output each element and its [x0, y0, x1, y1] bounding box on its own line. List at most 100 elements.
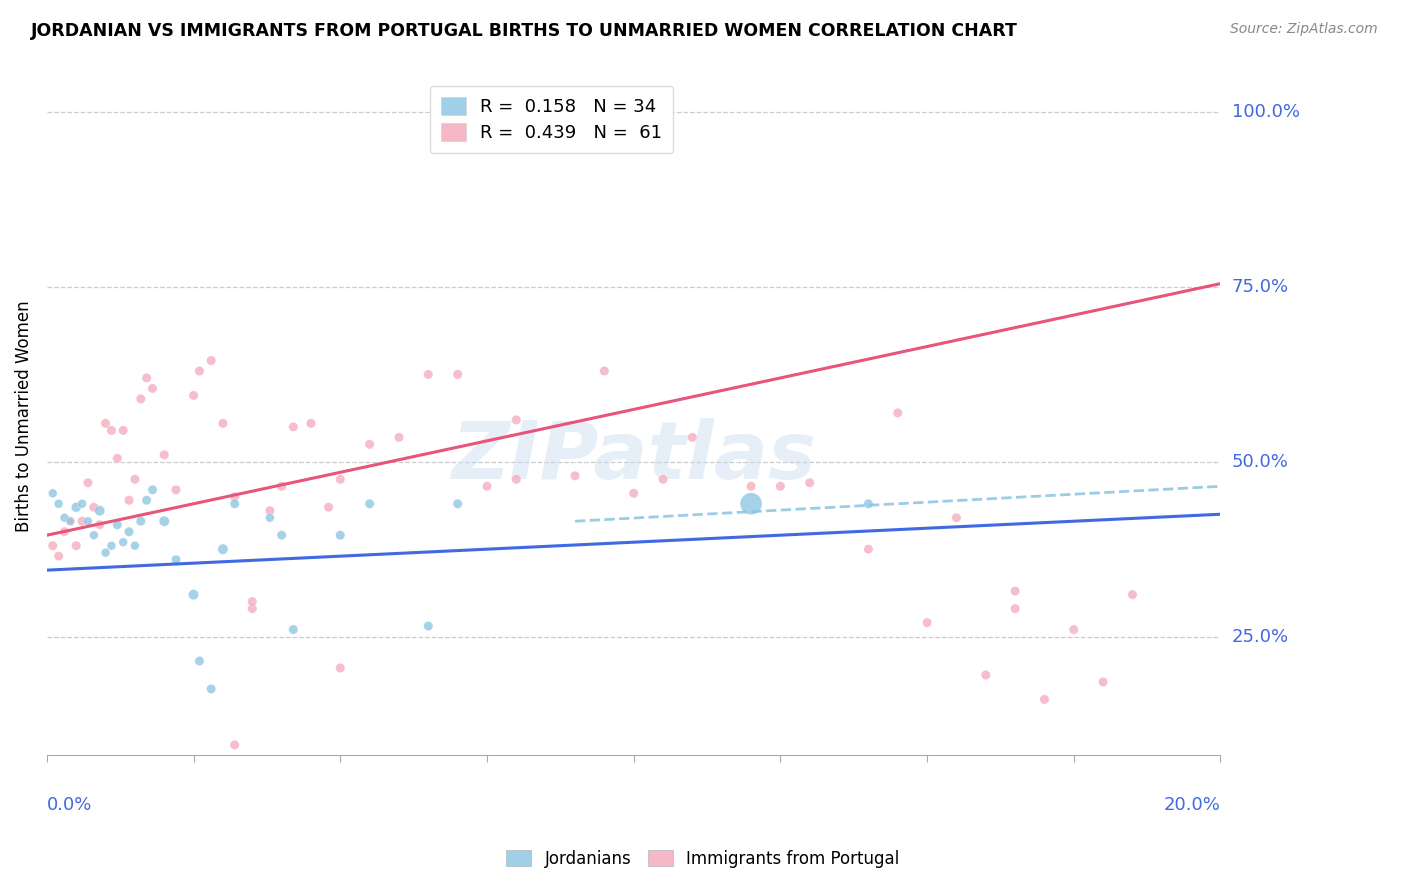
Point — [70, 514, 93, 528]
Point — [165, 483, 187, 497]
Text: JORDANIAN VS IMMIGRANTS FROM PORTUGAL BIRTHS TO UNMARRIED WOMEN CORRELATION CHAR: JORDANIAN VS IMMIGRANTS FROM PORTUGAL BI… — [31, 22, 1018, 40]
Point — [1004, 601, 1026, 615]
Point — [329, 661, 352, 675]
Point — [329, 472, 352, 486]
Point — [153, 514, 176, 528]
Point — [359, 497, 381, 511]
Point — [887, 406, 910, 420]
Point — [59, 514, 82, 528]
Point — [48, 549, 70, 564]
Point — [183, 588, 205, 602]
Point — [1004, 584, 1026, 599]
Legend: R =  0.158   N = 34, R =  0.439   N =  61: R = 0.158 N = 34, R = 0.439 N = 61 — [430, 87, 673, 153]
Point — [505, 472, 527, 486]
Point — [83, 500, 105, 515]
Point — [42, 539, 65, 553]
Text: 50.0%: 50.0% — [1232, 453, 1288, 471]
Point — [77, 514, 100, 528]
Point — [124, 539, 146, 553]
Point — [183, 388, 205, 402]
Point — [83, 528, 105, 542]
Point — [200, 681, 222, 696]
Point — [681, 430, 703, 444]
Point — [77, 475, 100, 490]
Point — [446, 368, 468, 382]
Point — [1063, 623, 1085, 637]
Point — [329, 528, 352, 542]
Point — [858, 542, 880, 557]
Point — [283, 420, 305, 434]
Text: 25.0%: 25.0% — [1232, 628, 1289, 646]
Point — [740, 479, 762, 493]
Legend: Jordanians, Immigrants from Portugal: Jordanians, Immigrants from Portugal — [499, 844, 907, 875]
Point — [188, 654, 211, 668]
Point — [59, 514, 82, 528]
Point — [270, 528, 292, 542]
Point — [359, 437, 381, 451]
Point — [259, 510, 281, 524]
Point — [100, 423, 122, 437]
Point — [446, 497, 468, 511]
Point — [224, 497, 246, 511]
Text: 100.0%: 100.0% — [1232, 103, 1299, 121]
Point — [240, 601, 263, 615]
Point — [259, 504, 281, 518]
Y-axis label: Births to Unmarried Women: Births to Unmarried Women — [15, 301, 32, 533]
Point — [89, 504, 111, 518]
Point — [769, 479, 792, 493]
Point — [270, 479, 292, 493]
Point — [212, 417, 235, 431]
Point — [388, 430, 411, 444]
Text: ZIPatlas: ZIPatlas — [451, 418, 817, 496]
Point — [318, 500, 340, 515]
Point — [283, 623, 305, 637]
Point — [224, 738, 246, 752]
Point — [1121, 588, 1143, 602]
Point — [65, 539, 87, 553]
Point — [593, 364, 616, 378]
Point — [224, 490, 246, 504]
Point — [124, 472, 146, 486]
Point — [112, 535, 135, 549]
Point — [188, 364, 211, 378]
Point — [1033, 692, 1056, 706]
Point — [200, 353, 222, 368]
Point — [135, 371, 157, 385]
Point — [418, 368, 440, 382]
Point — [48, 497, 70, 511]
Point — [94, 546, 117, 560]
Point — [129, 514, 152, 528]
Point — [129, 392, 152, 406]
Point — [740, 497, 762, 511]
Point — [112, 423, 135, 437]
Point — [915, 615, 938, 630]
Point — [623, 486, 645, 500]
Text: 0.0%: 0.0% — [46, 796, 93, 814]
Point — [89, 517, 111, 532]
Point — [100, 539, 122, 553]
Point — [70, 497, 93, 511]
Point — [65, 500, 87, 515]
Point — [94, 417, 117, 431]
Point — [135, 493, 157, 508]
Point — [118, 524, 141, 539]
Point — [42, 486, 65, 500]
Point — [858, 497, 880, 511]
Point — [105, 451, 128, 466]
Point — [1092, 675, 1115, 690]
Point — [799, 475, 821, 490]
Point — [564, 468, 586, 483]
Point — [153, 448, 176, 462]
Point — [299, 417, 322, 431]
Point — [945, 510, 967, 524]
Point — [105, 517, 128, 532]
Point — [240, 594, 263, 608]
Text: Source: ZipAtlas.com: Source: ZipAtlas.com — [1230, 22, 1378, 37]
Point — [974, 668, 997, 682]
Point — [212, 542, 235, 557]
Point — [475, 479, 498, 493]
Point — [505, 413, 527, 427]
Point — [418, 619, 440, 633]
Point — [165, 552, 187, 566]
Point — [141, 483, 163, 497]
